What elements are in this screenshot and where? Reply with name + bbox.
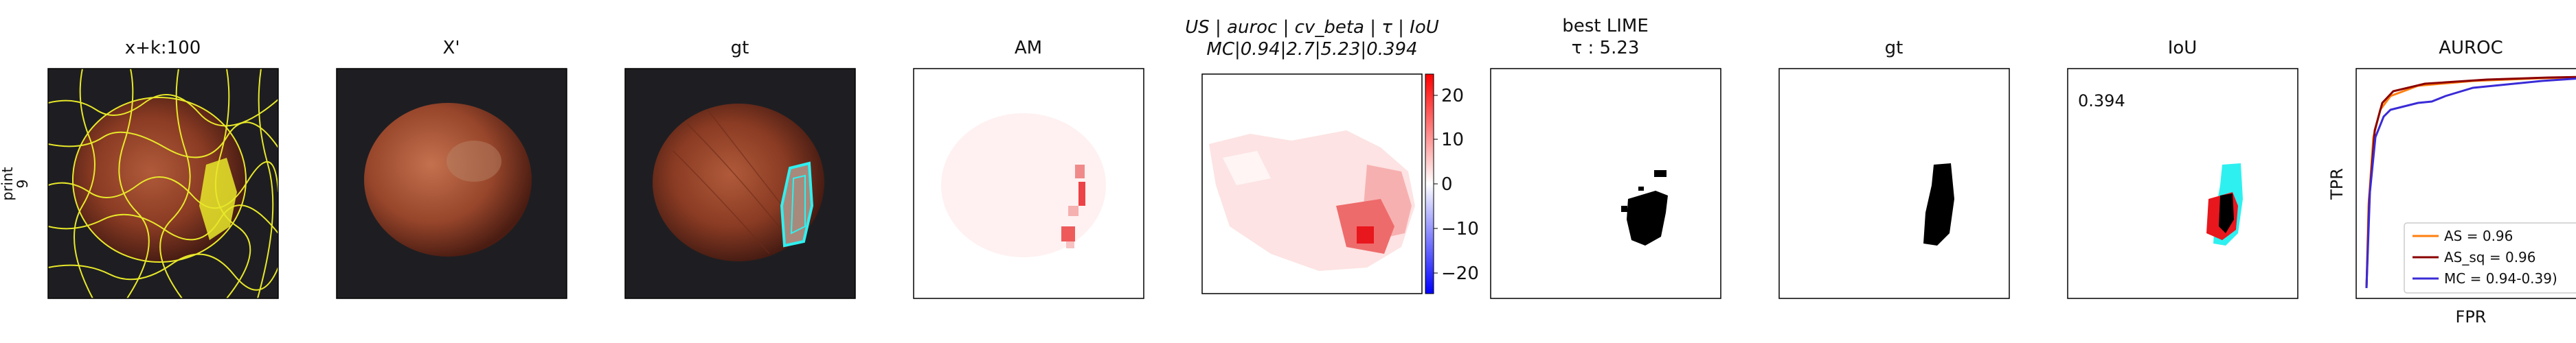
row-label-line2: 9 xyxy=(14,179,31,188)
legend-item-mc: MC = 0.94-0.39) xyxy=(2444,270,2557,287)
iou-value: 0.394 xyxy=(2078,91,2125,110)
legend-item-as: AS = 0.96 xyxy=(2444,228,2513,244)
auroc-xlabel: FPR xyxy=(2456,307,2487,327)
panel-image-best-lime xyxy=(1491,69,1721,298)
colorbar-tick-neg10: −10 xyxy=(1441,219,1479,239)
colorbar: 20 10 0 −10 −20 xyxy=(1425,73,1479,294)
panel-image-reconstruction xyxy=(337,69,567,298)
panel-image-anomaly-map xyxy=(914,69,1144,298)
colorbar-tick-neg20: −20 xyxy=(1441,263,1479,284)
panel-title-6-line1: best LIME xyxy=(1562,16,1649,36)
legend: AS = 0.96 AS_sq = 0.96 MC = 0.94-0.39) xyxy=(2404,222,2576,294)
panel-image-ground-truth xyxy=(625,69,855,298)
auroc-plot: AS = 0.96 AS_sq = 0.96 MC = 0.94-0.39) xyxy=(2356,69,2576,298)
colorbar-tick-10: 10 xyxy=(1441,130,1464,150)
roc-curve-mc xyxy=(2365,78,2576,289)
panel-title-9: AUROC xyxy=(2439,38,2503,58)
panel-image-us-heatmap xyxy=(1202,74,1422,294)
legend-item-as-sq: AS_sq = 0.96 xyxy=(2444,249,2536,265)
panel-title-5-line2: MC|0.94|2.7|5.23|0.394 xyxy=(1206,39,1417,60)
panel-title-1: x+k:100 xyxy=(125,38,201,58)
panel-title-5-line1: US | auroc | cv_beta | τ | IoU xyxy=(1185,17,1439,38)
panel-image-superpixels xyxy=(48,69,278,298)
panel-image-gt-mask xyxy=(1779,69,2009,298)
auroc-ylabel: TPR xyxy=(2327,168,2347,200)
panel-title-6-line2: τ : 5.23 xyxy=(1572,38,1640,58)
colorbar-tick-20: 20 xyxy=(1441,86,1464,106)
panel-title-7: gt xyxy=(1885,38,1903,58)
colorbar-tick-0: 0 xyxy=(1441,174,1453,195)
panel-title-3: gt xyxy=(731,38,749,58)
panel-title-8: IoU xyxy=(2168,38,2197,58)
row-label-line1: print xyxy=(0,167,16,200)
panel-title-4: AM xyxy=(1015,38,1042,58)
panel-title-2: X' xyxy=(443,38,460,58)
panel-image-iou xyxy=(2068,69,2298,298)
